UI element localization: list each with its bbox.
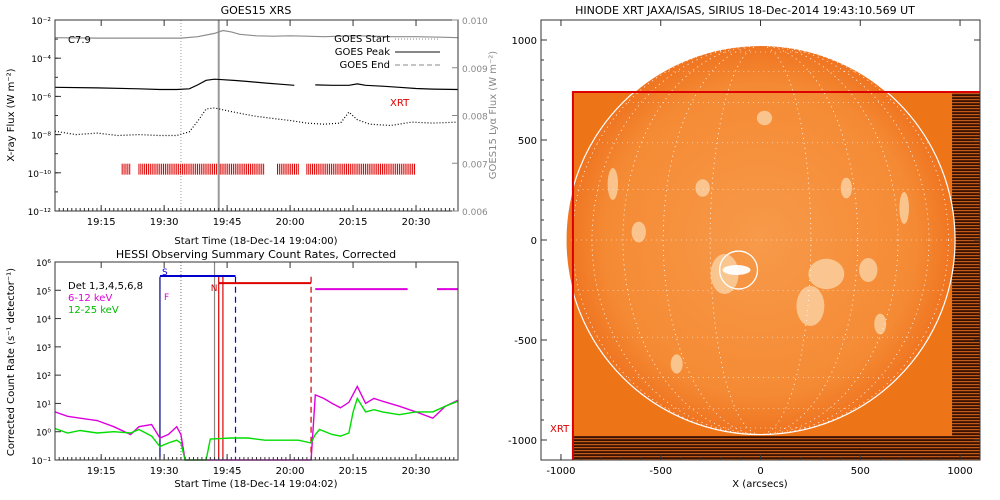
- hessi-xtick-label: 20:15: [339, 466, 368, 477]
- hessi-xtick-label: 19:15: [87, 466, 116, 477]
- goes-xrs-panel: GOES15 XRS C7.9 XRT GOES Start GOES Peak…: [6, 4, 499, 247]
- hessi-series-1: [54, 396, 459, 461]
- xrt-fov-box: [571, 91, 980, 460]
- legend-goes-end: GOES End: [340, 60, 390, 71]
- goes-y2tick-label: 0.010: [462, 17, 488, 27]
- hessi-ytick-label: 10⁶: [36, 259, 51, 269]
- active-region: [874, 313, 887, 335]
- legend-goes-start: GOES Start: [334, 34, 390, 45]
- xrt-ytick-label: 500: [518, 136, 537, 147]
- flag-s-label: S: [162, 268, 168, 278]
- hessi-xtick-label: 20:00: [276, 466, 305, 477]
- legend-6-12kev: 6-12 keV: [68, 293, 112, 304]
- hessi-ylabel: Corrected Count Rate (s⁻¹ detector⁻¹): [6, 268, 17, 456]
- goes-ytick-label: 10⁻⁶: [31, 93, 51, 103]
- xrt-ytick-label: -500: [514, 336, 537, 347]
- hessi-legend: Det 1,3,4,5,6,8 6-12 keV 12-25 keV: [68, 281, 143, 316]
- hessi-ytick-label: 10⁵: [36, 287, 51, 297]
- hessi-ytick-label: 10⁴: [36, 316, 51, 326]
- hessi-ytick-label: 10⁻¹: [31, 457, 51, 467]
- xrt-fov-label: XRT: [550, 424, 570, 435]
- goes-title: GOES15 XRS: [221, 4, 292, 17]
- xrt-panel: HINODE XRT JAXA/ISAS, SIRIUS 18-Dec-2014…: [508, 4, 981, 490]
- legend-det: Det 1,3,4,5,6,8: [68, 281, 143, 292]
- goes-y2tick-label: 0.007: [462, 160, 488, 170]
- hessi-xtick-label: 19:45: [213, 466, 242, 477]
- xrt-title: HINODE XRT JAXA/ISAS, SIRIUS 18-Dec-2014…: [575, 4, 915, 17]
- xrt-xlabel: X (arcsecs): [732, 479, 788, 490]
- goes-ytick-label: 10⁻¹²: [28, 208, 52, 218]
- flag-f-label: F: [164, 293, 169, 303]
- active-region: [840, 177, 852, 199]
- goes-ytick-label: 10⁻¹⁰: [28, 170, 52, 180]
- active-region: [808, 258, 845, 290]
- solar-limb: [565, 44, 956, 436]
- active-region: [670, 354, 683, 374]
- goes-xtick-label: 19:45: [213, 217, 242, 228]
- goes-xtick-label: 20:15: [339, 217, 368, 228]
- active-region: [796, 286, 825, 326]
- goes-series-1: [54, 107, 459, 137]
- goes-xtick-label: 20:00: [276, 217, 305, 228]
- lon-grid-line: [622, 45, 899, 435]
- flare-kernel: [722, 265, 751, 275]
- goes-frame: [54, 19, 459, 212]
- hessi-ytick-label: 10³: [36, 344, 51, 354]
- goes-xrt-label: XRT: [390, 98, 410, 109]
- active-region: [695, 179, 710, 197]
- goes-series-2: [54, 29, 459, 39]
- legend-12-25kev: 12-25 keV: [68, 305, 119, 316]
- xrt-right-stripes: [952, 92, 980, 460]
- hessi-xtick-label: 19:30: [150, 466, 179, 477]
- hessi-xtick-label: 20:30: [402, 466, 431, 477]
- goes-xtick-label: 20:30: [402, 217, 431, 228]
- xrt-ytick-label: 1000: [512, 36, 537, 47]
- goes-xrt-observations: [121, 163, 416, 175]
- goes-axes: 19:15 19:30 19:45 20:00 20:15 20:30 10⁻² 10⁻⁴ 10…: [28, 17, 488, 228]
- goes-xtick-label: 19:15: [87, 217, 116, 228]
- hessi-ytick-label: 10²: [36, 372, 51, 382]
- legend-goes-peak: GOES Peak: [335, 47, 390, 58]
- xrt-xtick-label: -1000: [546, 466, 575, 477]
- hessi-xlabel: Start Time (18-Dec-14 19:04:02): [174, 479, 337, 490]
- xrt-xtick-label: -500: [649, 466, 672, 477]
- goes-ytick-label: 10⁻⁴: [31, 55, 51, 65]
- hessi-series-0: [54, 384, 459, 461]
- goes-ylabel: X-ray Flux (W m⁻²): [6, 68, 17, 161]
- active-region: [631, 221, 646, 243]
- hessi-ytick-label: 10¹: [36, 400, 51, 410]
- xrt-ytick-label: -1000: [508, 436, 537, 447]
- flare-circle: [718, 250, 759, 290]
- goes-y2tick-label: 0.006: [462, 208, 488, 218]
- xrt-solar-image: [565, 44, 980, 460]
- goes-y2tick-label: 0.008: [462, 113, 488, 123]
- flag-n-label: N: [211, 284, 218, 294]
- goes-y2label: GOES15 Lyα Flux (W m⁻²): [488, 51, 499, 179]
- active-region: [607, 168, 619, 200]
- goes-ytick-label: 10⁻⁸: [31, 132, 51, 142]
- goes-ytick-label: 10⁻²: [31, 17, 51, 27]
- xrt-bottom-stripes: [572, 436, 980, 460]
- goes-legend: GOES Start GOES Peak GOES End: [334, 34, 440, 71]
- active-region: [756, 110, 773, 126]
- xrt-xtick-label: 1000: [947, 466, 972, 477]
- xrt-xtick-label: 0: [757, 466, 763, 477]
- active-region: [899, 192, 909, 224]
- xrt-axes: -1000 -500 0 500 1000 1000 500 0 -500 -1000: [508, 19, 981, 477]
- hessi-axes: 19:15 19:30 19:45 20:00 20:15 20:30 10⁶ 10⁵ 10⁴ 1…: [31, 259, 455, 477]
- hessi-ytick-label: 10⁰: [36, 429, 51, 439]
- goes-flare-class: C7.9: [68, 35, 91, 46]
- goes-xlabel: Start Time (18-Dec-14 19:04:00): [174, 236, 337, 247]
- goes-y2tick-label: 0.009: [462, 65, 488, 75]
- goes-xtick-label: 19:30: [150, 217, 179, 228]
- goes-series-0: [54, 78, 459, 91]
- hessi-title: HESSI Observing Summary Count Rates, Cor…: [116, 248, 396, 261]
- xrt-xtick-label: 500: [851, 466, 870, 477]
- active-region: [710, 254, 739, 294]
- goes-plot-area: [54, 20, 459, 211]
- xrt-ytick-label: 0: [531, 236, 537, 247]
- hessi-panel: HESSI Observing Summary Count Rates, Cor…: [6, 248, 459, 490]
- active-region: [859, 258, 878, 282]
